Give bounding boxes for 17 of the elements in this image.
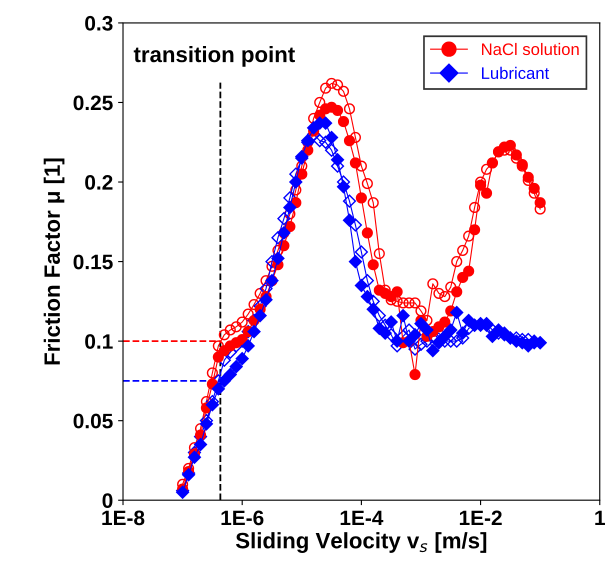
x-tick-label: 1 bbox=[595, 510, 605, 526]
y-tick-label: 0.15 bbox=[74, 254, 113, 270]
x-tick-label: 1E-2 bbox=[460, 510, 502, 526]
y-tick-label: 0.3 bbox=[85, 16, 113, 31]
y-axis-title: Friction Factor μ [1] bbox=[44, 158, 64, 364]
x-axis-title: Sliding Velocity v$_{s}$ [m/s] bbox=[236, 532, 486, 553]
x-tick-label: 1E-8 bbox=[102, 510, 144, 526]
legend-label: NaCl solution bbox=[482, 42, 579, 56]
y-tick-label: 0.05 bbox=[74, 414, 113, 428]
x-tick-label: 1E-6 bbox=[222, 510, 264, 526]
legend-label: Lubricant bbox=[482, 66, 550, 80]
y-tick-label: 0.1 bbox=[85, 334, 113, 349]
y-tick-label: 0.2 bbox=[85, 175, 112, 190]
y-tick-label: 0 bbox=[102, 493, 112, 508]
x-tick-label: 1E-4 bbox=[340, 510, 384, 526]
y-tick-label: 0.25 bbox=[74, 95, 113, 110]
ref-line-label: transition point bbox=[134, 46, 295, 67]
